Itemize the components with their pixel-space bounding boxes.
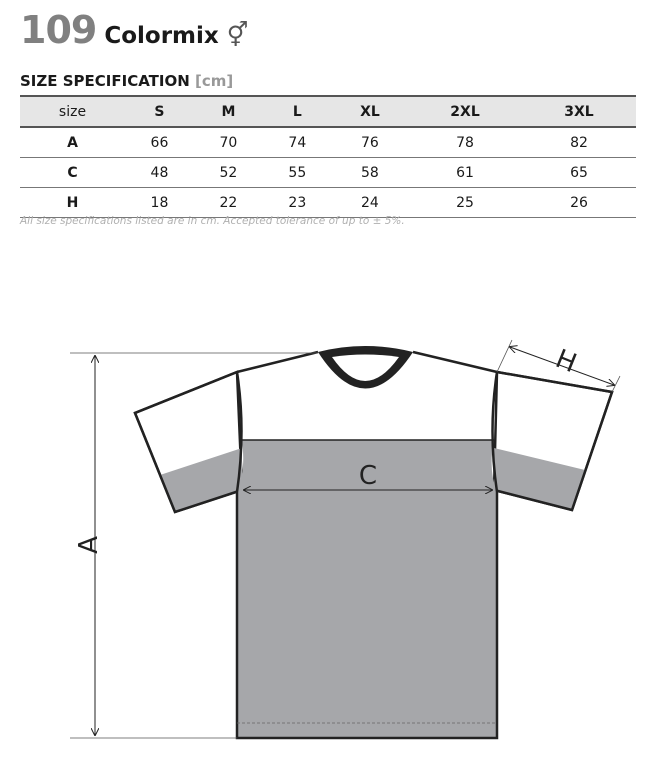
table-row: A 66 70 74 76 78 82: [20, 127, 636, 158]
table-cell: 25: [408, 187, 523, 218]
col-xl: XL: [331, 96, 409, 128]
col-size: size: [20, 96, 125, 128]
col-3xl: 3XL: [522, 96, 636, 128]
table-cell: 70: [193, 127, 263, 158]
product-name: Colormix: [104, 23, 219, 49]
table-row: H 18 22 23 24 25 26: [20, 187, 636, 218]
table-cell: 22: [193, 187, 263, 218]
right-sleeve-lower: [494, 448, 585, 510]
table-header-row: size S M L XL 2XL 3XL: [20, 96, 636, 128]
body-yoke: [237, 352, 497, 440]
model-number: 109: [20, 8, 97, 52]
dimension-a-label: A: [74, 536, 104, 554]
dimension-h-label: H: [551, 344, 580, 379]
table-cell: 18: [125, 187, 194, 218]
row-label: H: [20, 187, 125, 218]
table-cell: 24: [331, 187, 409, 218]
row-label: C: [20, 157, 125, 188]
table-cell: 26: [522, 187, 636, 218]
col-m: M: [193, 96, 263, 128]
spec-title: SIZE SPECIFICATION: [20, 72, 190, 90]
col-s: S: [125, 96, 194, 128]
table-cell: 23: [262, 187, 332, 218]
col-l: L: [262, 96, 332, 128]
dimension-c-label: C: [359, 461, 377, 491]
row-label: A: [20, 127, 125, 158]
table-cell: 82: [522, 127, 636, 158]
col-2xl: 2XL: [408, 96, 523, 128]
table-cell: 55: [262, 157, 332, 188]
unisex-icon: ⚥: [226, 21, 249, 49]
body-lower: [237, 440, 497, 738]
table-cell: 76: [331, 127, 409, 158]
table-cell: 61: [408, 157, 523, 188]
table-cell: 66: [125, 127, 194, 158]
product-title: 109 Colormix ⚥: [20, 8, 248, 52]
table-row: C 48 52 55 58 61 65: [20, 157, 636, 188]
table-cell: 58: [331, 157, 409, 188]
table-cell: 65: [522, 157, 636, 188]
table-cell: 78: [408, 127, 523, 158]
dimension-h-line: [510, 347, 614, 385]
tolerance-note: All size specifications listed are in cm…: [20, 215, 405, 227]
size-table: size S M L XL 2XL 3XL A 66 70 74 76 78 82 C 48 52…: [20, 95, 636, 218]
spec-unit: [cm]: [195, 72, 234, 90]
table-cell: 48: [125, 157, 194, 188]
table-cell: 52: [193, 157, 263, 188]
table-cell: 74: [262, 127, 332, 158]
spec-heading: SIZE SPECIFICATION [cm]: [20, 72, 233, 90]
